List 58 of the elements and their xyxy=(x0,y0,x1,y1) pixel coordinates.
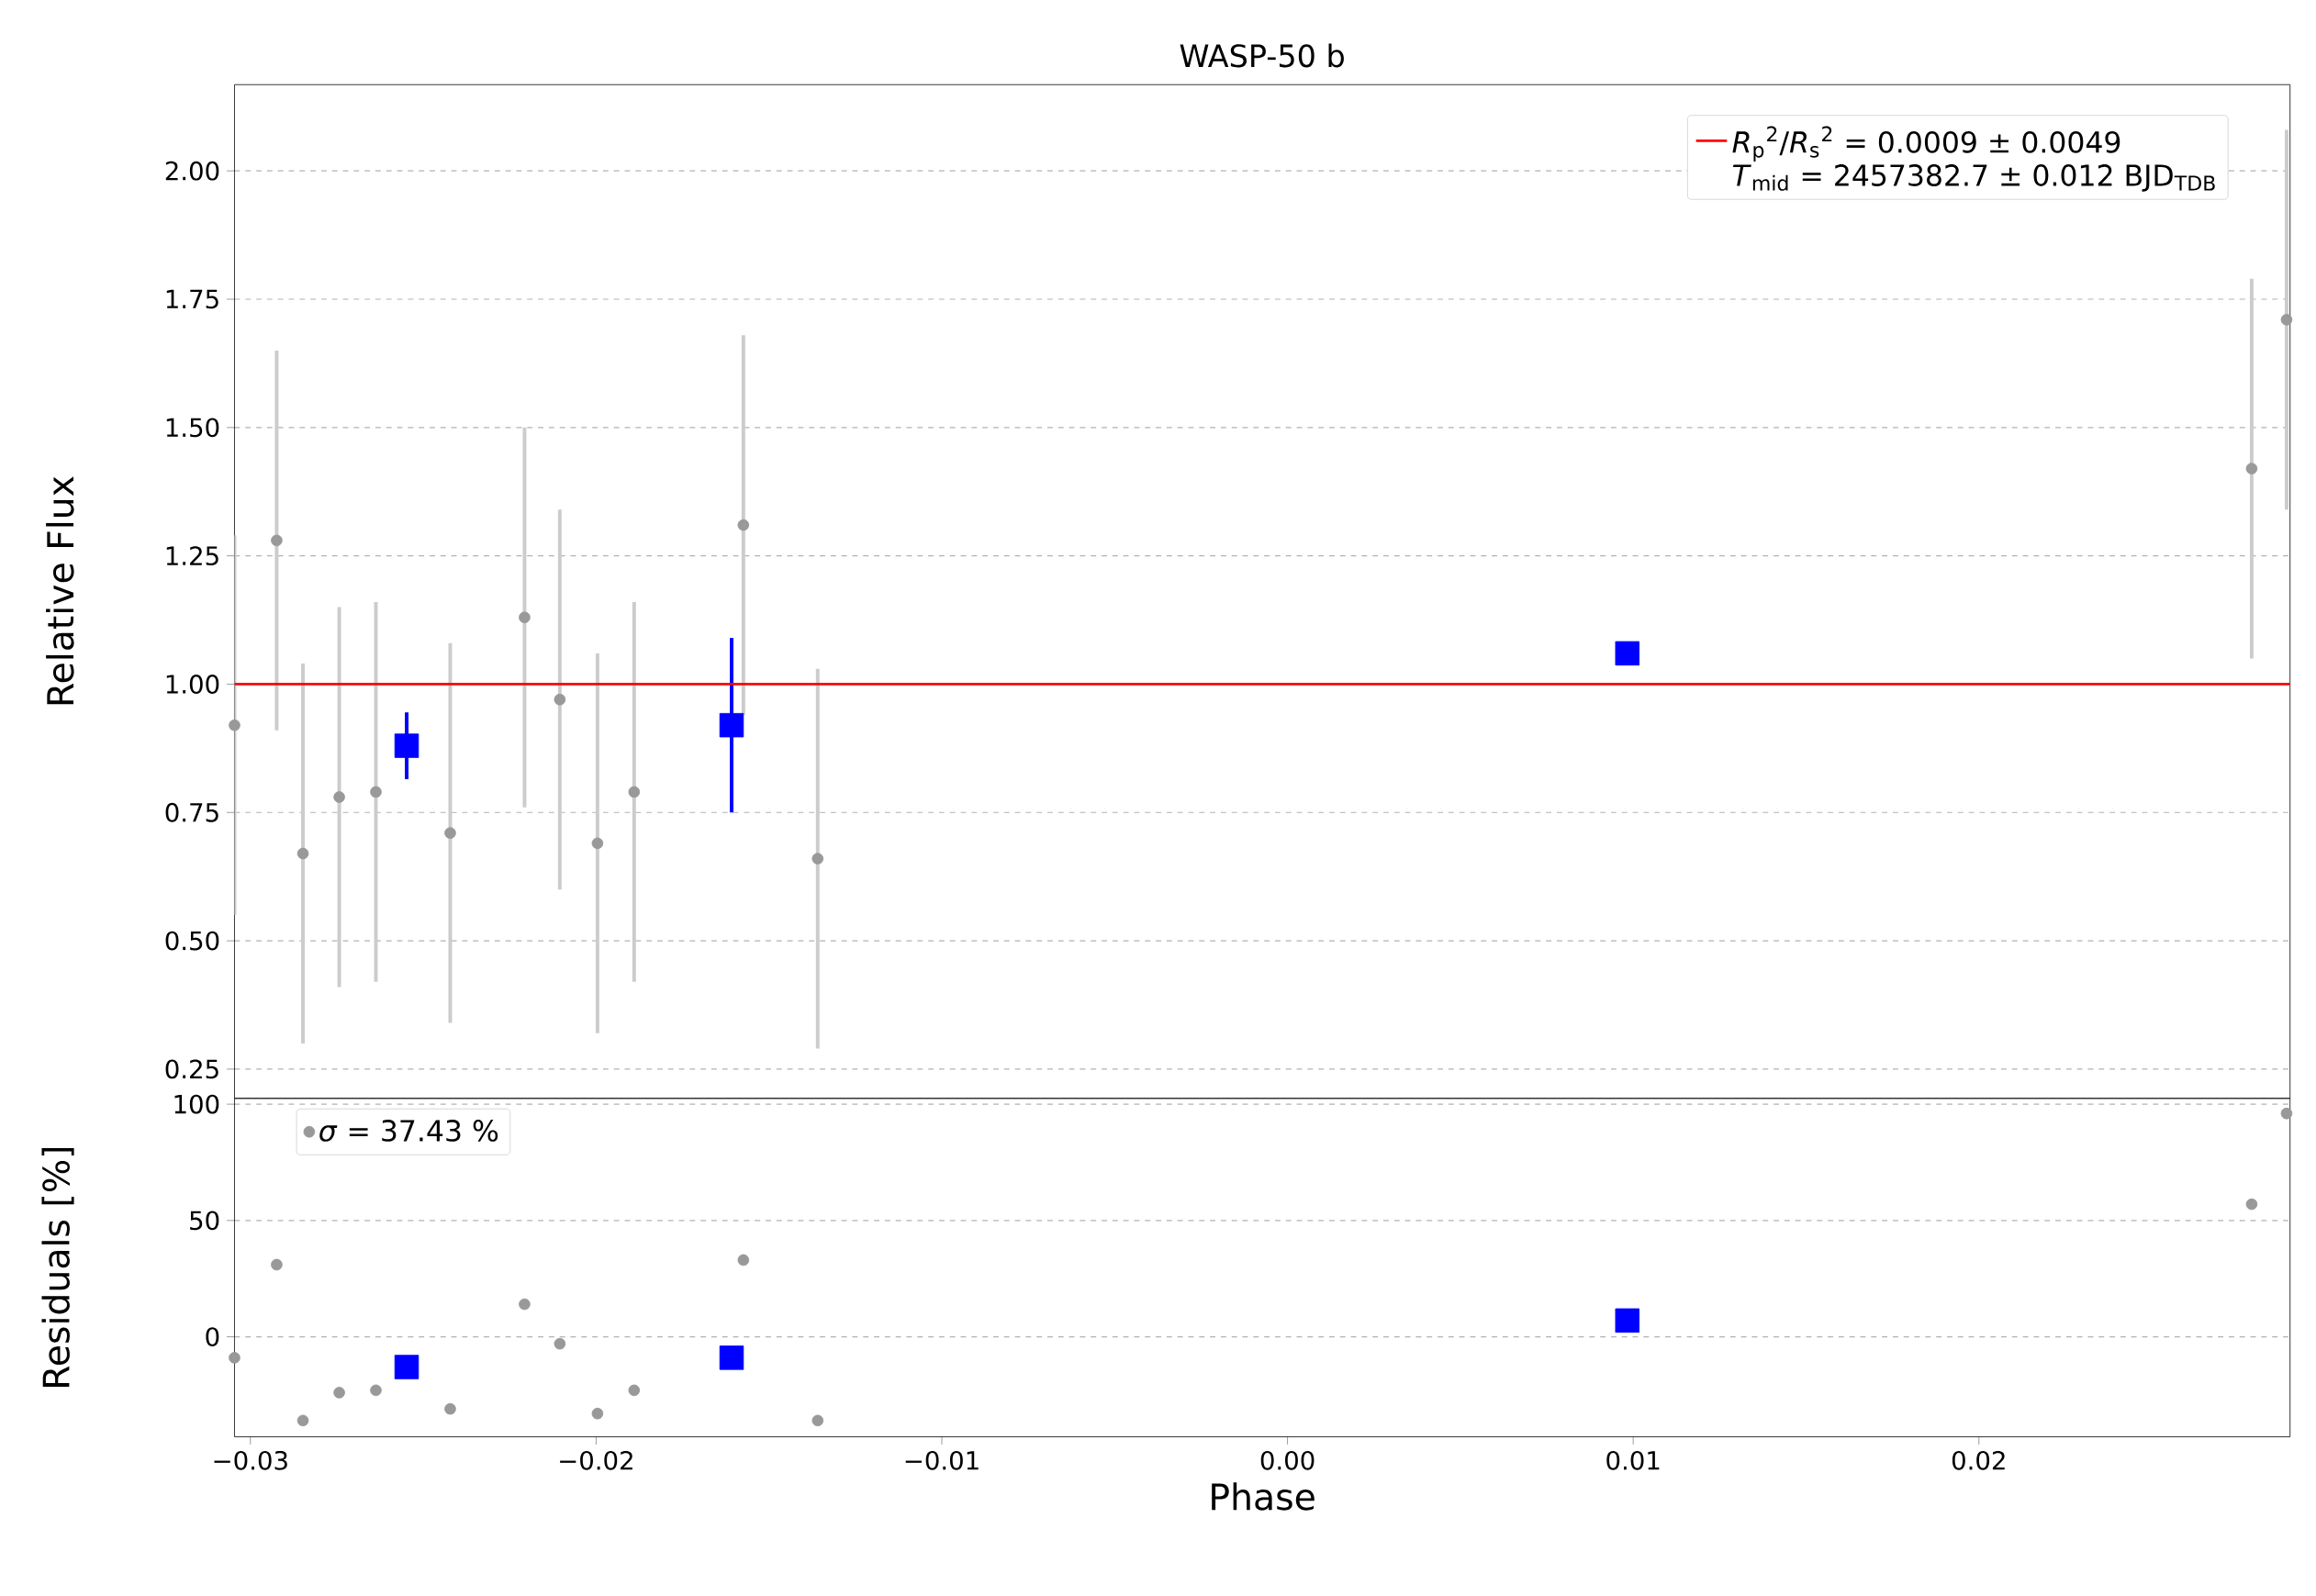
point xyxy=(628,786,641,798)
annotation: T$_{mid}$ = 2457382.7 ± 0.012 BJD$_{TDB}$ xyxy=(1732,164,2215,192)
y-tick-label: 0 xyxy=(206,1327,219,1346)
point xyxy=(519,1298,531,1311)
point xyxy=(719,712,744,738)
point xyxy=(519,611,531,623)
point xyxy=(271,1258,283,1271)
point xyxy=(1615,641,1640,666)
y-tick-label: 50 xyxy=(190,1211,219,1231)
point xyxy=(333,1386,345,1399)
point xyxy=(591,837,604,850)
y-tick-label: 1.75 xyxy=(166,289,218,309)
point xyxy=(394,733,420,758)
y-tick-label: 100 xyxy=(174,1094,219,1114)
point xyxy=(271,534,283,547)
point xyxy=(2245,1198,2258,1211)
point xyxy=(333,791,345,803)
point xyxy=(737,519,750,531)
x-axis-title: Phase xyxy=(1212,1482,1315,1511)
y-tick-label: 2.00 xyxy=(165,161,219,181)
y-tick-label: 1.50 xyxy=(166,418,219,438)
y-tick-label: 0.25 xyxy=(165,1059,218,1079)
point xyxy=(370,1384,382,1397)
legend-label: σ = 37.43 % xyxy=(319,1120,498,1142)
point xyxy=(394,1355,420,1379)
point xyxy=(2280,313,2293,326)
x-tick-label: −0.02 xyxy=(560,1450,632,1470)
point xyxy=(296,847,309,860)
y-tick-label: 1.25 xyxy=(166,546,218,565)
point xyxy=(229,719,241,731)
point xyxy=(811,1414,824,1427)
y-tick-label: 0.75 xyxy=(165,802,218,822)
chart-title: WASP-50 b xyxy=(1180,43,1344,68)
point xyxy=(554,693,566,706)
x-tick-label: −0.01 xyxy=(905,1450,979,1470)
point xyxy=(370,786,382,798)
y-axis-title: Relative Flux xyxy=(46,476,74,705)
point xyxy=(2280,1107,2293,1120)
point xyxy=(2245,463,2258,474)
point xyxy=(811,853,824,865)
point xyxy=(591,1407,604,1420)
point xyxy=(737,1254,750,1267)
point xyxy=(444,827,456,839)
y-axis-title: Residuals [%] xyxy=(41,1147,74,1387)
y-tick-label: 1.00 xyxy=(166,674,219,694)
legend-label: R$_{p}$$^{2}$/R$_{s}$$^{2}$ = 0.0009 ± 0.0049 xyxy=(1732,126,2120,162)
y-tick-label: 0.50 xyxy=(165,931,219,951)
x-tick-label: 0.01 xyxy=(1606,1450,1660,1470)
point xyxy=(719,1345,744,1370)
x-tick-label: −0.03 xyxy=(214,1450,287,1470)
point xyxy=(554,1337,566,1350)
x-tick-label: 0.02 xyxy=(1952,1450,2005,1470)
x-tick-label: 0.00 xyxy=(1260,1450,1315,1470)
point xyxy=(628,1384,641,1397)
point xyxy=(229,1351,241,1364)
point xyxy=(296,1414,309,1427)
point xyxy=(1615,1308,1640,1333)
point xyxy=(444,1402,456,1415)
